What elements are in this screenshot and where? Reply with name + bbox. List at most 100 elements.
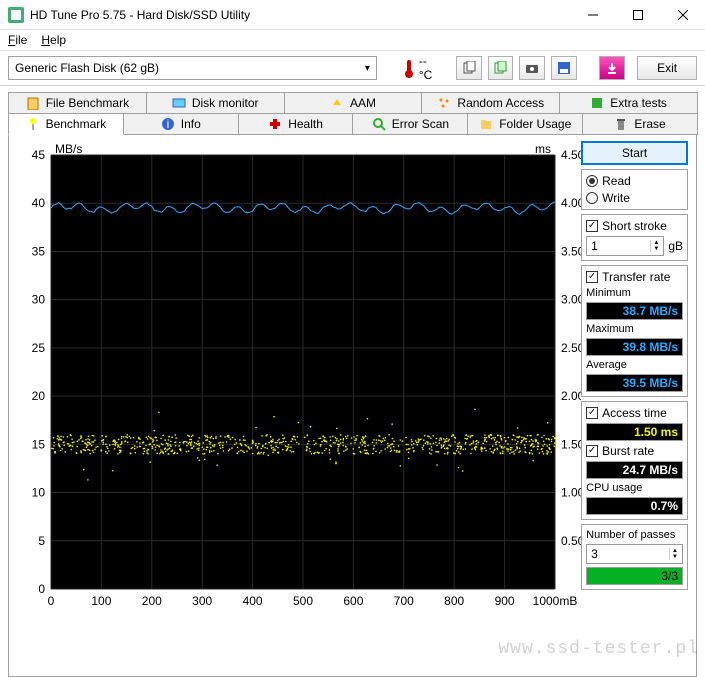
passes-label: Number of passes bbox=[586, 529, 683, 541]
tab-extra-tests[interactable]: Extra tests bbox=[559, 92, 698, 114]
mode-box: Read Write bbox=[581, 169, 688, 210]
tab-erase[interactable]: Erase bbox=[582, 113, 698, 135]
tab-icon: i bbox=[161, 117, 175, 131]
save-button[interactable] bbox=[551, 56, 577, 80]
transfer-box: ✓Transfer rate Minimum 38.7 MB/s Maximum… bbox=[581, 265, 688, 397]
svg-text:ms: ms bbox=[535, 142, 551, 156]
svg-text:MB/s: MB/s bbox=[55, 142, 82, 156]
tab-file-benchmark[interactable]: File Benchmark bbox=[8, 92, 147, 114]
svg-text:700: 700 bbox=[394, 594, 414, 608]
menu-help[interactable]: Help bbox=[41, 33, 66, 47]
tab-icon bbox=[372, 117, 386, 131]
screenshot-button[interactable] bbox=[519, 56, 545, 80]
svg-text:1.50: 1.50 bbox=[561, 437, 581, 451]
svg-text:0.50: 0.50 bbox=[561, 534, 581, 548]
floppy-icon bbox=[557, 61, 571, 75]
access-value: 1.50 ms bbox=[586, 423, 683, 441]
svg-text:800: 800 bbox=[444, 594, 464, 608]
device-select[interactable]: Generic Flash Disk (62 gB) ▾ bbox=[8, 56, 377, 80]
tab-icon bbox=[26, 96, 40, 110]
menu-file[interactable]: File bbox=[8, 33, 27, 47]
camera-icon bbox=[525, 61, 539, 75]
tab-random-access[interactable]: Random Access bbox=[421, 92, 560, 114]
access-box: ✓Access time 1.50 ms ✓Burst rate 24.7 MB… bbox=[581, 401, 688, 520]
passes-input[interactable]: 3▲▼ bbox=[586, 544, 683, 564]
cpu-label: CPU usage bbox=[586, 482, 683, 494]
app-icon bbox=[8, 7, 24, 23]
benchmark-chart: 01002003004005006007008009001000mB051015… bbox=[17, 141, 575, 668]
minimize-button[interactable] bbox=[570, 0, 615, 30]
svg-text:2.00: 2.00 bbox=[561, 389, 581, 403]
tab-benchmark[interactable]: Benchmark bbox=[8, 113, 124, 135]
min-value: 38.7 MB/s bbox=[586, 302, 683, 320]
side-panel: Start Read Write ✓Short stroke 1▲▼gB ✓Tr… bbox=[581, 141, 688, 668]
svg-text:10: 10 bbox=[32, 486, 46, 500]
transfer-check[interactable]: ✓Transfer rate bbox=[586, 270, 683, 284]
copy2-button[interactable] bbox=[488, 56, 514, 80]
svg-text:3.50: 3.50 bbox=[561, 244, 581, 258]
titlebar: HD Tune Pro 5.75 - Hard Disk/SSD Utility bbox=[0, 0, 705, 30]
tab-icon bbox=[614, 117, 628, 131]
svg-text:2.50: 2.50 bbox=[561, 341, 581, 355]
svg-text:40: 40 bbox=[32, 196, 46, 210]
temperature-display: -- °C bbox=[403, 54, 444, 82]
thermometer-icon bbox=[403, 58, 415, 78]
svg-text:i: i bbox=[166, 117, 169, 131]
device-select-value: Generic Flash Disk (62 gB) bbox=[15, 61, 159, 75]
svg-text:20: 20 bbox=[32, 389, 46, 403]
menubar: File Help bbox=[0, 30, 705, 50]
start-button[interactable]: Start bbox=[581, 141, 688, 165]
tab-info[interactable]: iInfo bbox=[123, 113, 239, 135]
tab-disk-monitor[interactable]: Disk monitor bbox=[146, 92, 285, 114]
svg-text:1000mB: 1000mB bbox=[533, 594, 578, 608]
svg-text:300: 300 bbox=[192, 594, 212, 608]
cpu-value: 0.7% bbox=[586, 497, 683, 515]
max-label: Maximum bbox=[586, 323, 683, 335]
svg-text:500: 500 bbox=[293, 594, 313, 608]
progress-bar: 3/3 bbox=[586, 567, 683, 585]
tab-error-scan[interactable]: Error Scan bbox=[352, 113, 468, 135]
svg-text:45: 45 bbox=[32, 148, 46, 162]
svg-text:1.00: 1.00 bbox=[561, 486, 581, 500]
shortstroke-box: ✓Short stroke 1▲▼gB bbox=[581, 214, 688, 261]
svg-text:4.00: 4.00 bbox=[561, 196, 581, 210]
tab-icon bbox=[479, 117, 493, 131]
tab-health[interactable]: Health bbox=[238, 113, 354, 135]
svg-text:400: 400 bbox=[243, 594, 263, 608]
options-button[interactable] bbox=[599, 56, 625, 80]
svg-text:0: 0 bbox=[38, 582, 45, 596]
write-radio[interactable]: Write bbox=[586, 191, 683, 205]
content: 01002003004005006007008009001000mB051015… bbox=[8, 135, 697, 677]
read-radio[interactable]: Read bbox=[586, 174, 683, 188]
access-check[interactable]: ✓Access time bbox=[586, 406, 683, 420]
svg-text:0: 0 bbox=[48, 594, 55, 608]
window-title: HD Tune Pro 5.75 - Hard Disk/SSD Utility bbox=[30, 8, 570, 22]
tab-icon bbox=[590, 96, 604, 110]
min-label: Minimum bbox=[586, 287, 683, 299]
maximize-button[interactable] bbox=[615, 0, 660, 30]
close-button[interactable] bbox=[660, 0, 705, 30]
shortstroke-input[interactable]: 1▲▼ bbox=[586, 236, 664, 256]
toolbar: Generic Flash Disk (62 gB) ▾ -- °C Exit bbox=[0, 50, 705, 86]
svg-text:600: 600 bbox=[343, 594, 363, 608]
shortstroke-check[interactable]: ✓Short stroke bbox=[586, 219, 683, 233]
spinner-icon: ▲▼ bbox=[669, 548, 678, 560]
tab-icon bbox=[330, 96, 344, 110]
svg-text:30: 30 bbox=[32, 293, 46, 307]
svg-text:5: 5 bbox=[38, 534, 45, 548]
svg-text:200: 200 bbox=[142, 594, 162, 608]
svg-text:15: 15 bbox=[32, 437, 46, 451]
max-value: 39.8 MB/s bbox=[586, 338, 683, 356]
tab-area: File BenchmarkDisk monitorAAMRandom Acce… bbox=[0, 86, 705, 135]
svg-text:3.00: 3.00 bbox=[561, 293, 581, 307]
tab-icon bbox=[268, 117, 282, 131]
download-icon bbox=[605, 61, 619, 75]
exit-button[interactable]: Exit bbox=[637, 56, 697, 80]
burst-check[interactable]: ✓Burst rate bbox=[586, 444, 683, 458]
svg-text:900: 900 bbox=[495, 594, 515, 608]
tab-folder-usage[interactable]: Folder Usage bbox=[467, 113, 583, 135]
tab-aam[interactable]: AAM bbox=[284, 92, 423, 114]
watermark: www.ssd-tester.pl bbox=[498, 639, 699, 659]
copy-button[interactable] bbox=[456, 56, 482, 80]
chevron-down-icon: ▾ bbox=[365, 63, 370, 74]
